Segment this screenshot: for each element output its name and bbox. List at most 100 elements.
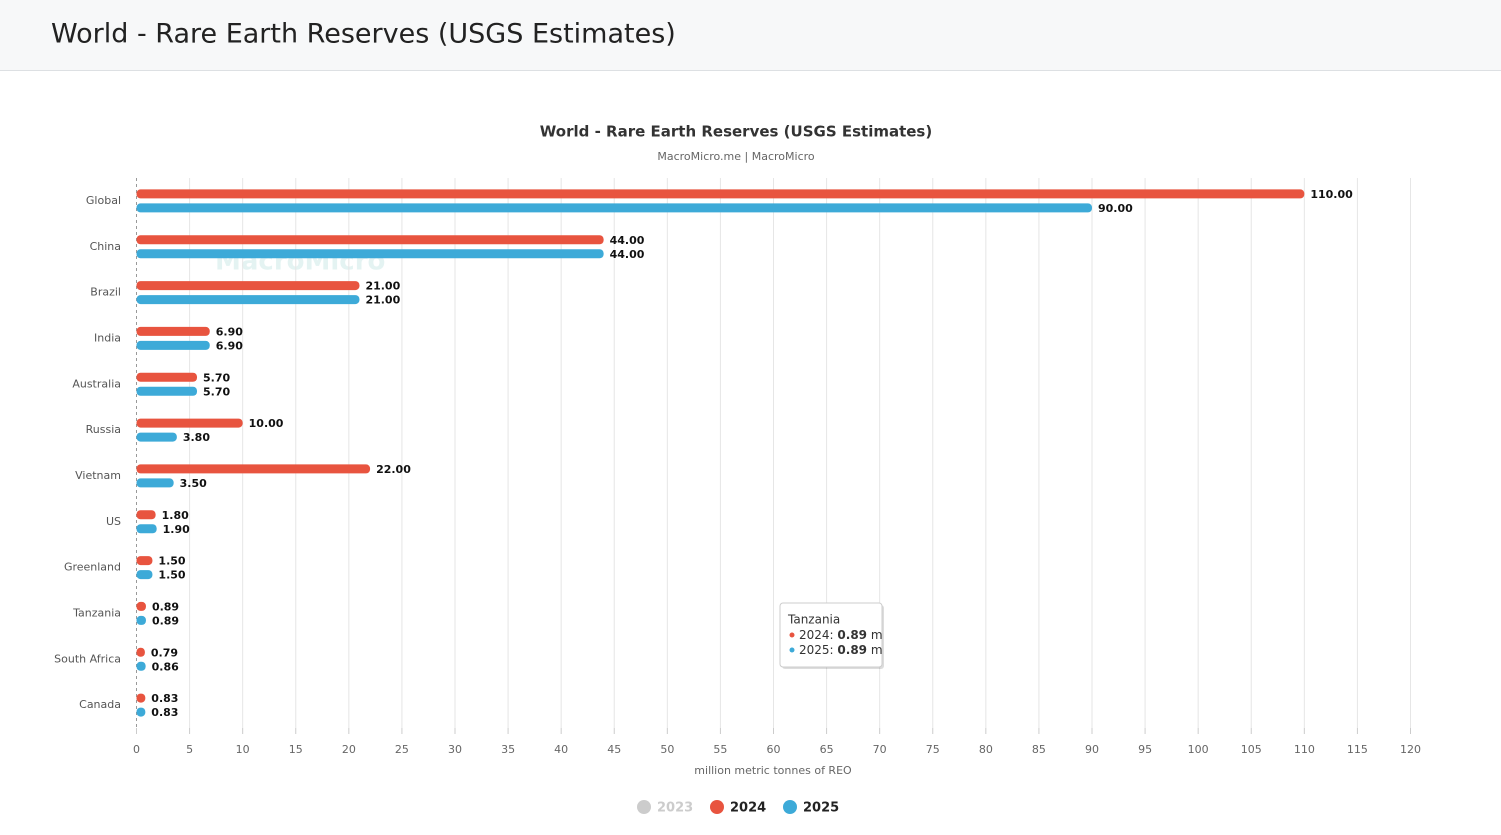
value-label: 21.00 — [365, 294, 400, 307]
bar — [136, 340, 210, 350]
value-label: 0.79 — [151, 646, 178, 659]
x-tick-label: 105 — [1241, 743, 1262, 756]
value-label: 0.83 — [151, 692, 178, 705]
bar — [136, 647, 145, 657]
value-label: 3.80 — [183, 431, 210, 444]
bar — [136, 464, 371, 474]
x-tick-label: 65 — [820, 743, 834, 756]
x-tick-label: 80 — [979, 743, 993, 756]
y-tick-label: US — [106, 515, 121, 528]
bar — [136, 478, 174, 488]
value-label: 0.86 — [152, 660, 179, 673]
y-tick-label: South Africa — [54, 652, 121, 665]
bar — [136, 556, 153, 566]
legend-item[interactable]: 2025 — [783, 800, 839, 816]
x-tick-label: 90 — [1085, 743, 1099, 756]
x-tick-label: 30 — [448, 743, 462, 756]
value-label: 0.89 — [152, 614, 179, 627]
y-tick-label: Canada — [79, 698, 121, 711]
value-label: 1.50 — [158, 569, 185, 582]
tooltip-row: 2024: 0.89 m — [799, 628, 883, 642]
tooltip-unit: m — [871, 643, 883, 657]
y-tick-label: Russia — [86, 423, 121, 436]
bar — [136, 418, 243, 428]
tooltip-row: 2025: 0.89 m — [799, 643, 883, 657]
value-label: 3.50 — [180, 477, 207, 490]
bar — [136, 203, 1092, 213]
chart-title: World - Rare Earth Reserves (USGS Estima… — [540, 123, 932, 141]
bar — [136, 189, 1305, 199]
legend-item[interactable]: 2023 — [637, 800, 693, 816]
x-tick-label: 15 — [289, 743, 303, 756]
x-tick-label: 40 — [554, 743, 568, 756]
tooltip-value: 0.89 — [837, 628, 867, 642]
bar — [136, 615, 146, 625]
value-label: 10.00 — [249, 417, 284, 430]
x-tick-label: 95 — [1138, 743, 1152, 756]
value-label: 44.00 — [610, 234, 645, 247]
x-tick-label: 50 — [660, 743, 674, 756]
page-title: World - Rare Earth Reserves (USGS Estima… — [51, 19, 676, 50]
value-label: 22.00 — [376, 463, 411, 476]
x-tick-label: 0 — [133, 743, 140, 756]
tooltip-marker — [789, 647, 795, 653]
legend-label: 2025 — [803, 801, 839, 816]
legend-marker — [710, 800, 724, 814]
value-label: 90.00 — [1098, 202, 1133, 215]
header-bar — [0, 0, 1501, 70]
x-tick-label: 35 — [501, 743, 515, 756]
bar — [136, 249, 604, 259]
tooltip-value: 0.89 — [837, 643, 867, 657]
tooltip-box — [779, 602, 883, 668]
x-tick-label: 85 — [1032, 743, 1046, 756]
bar — [136, 295, 360, 305]
value-label: 5.70 — [203, 371, 230, 384]
x-tick-label: 45 — [607, 743, 621, 756]
bar — [136, 693, 146, 703]
x-tick-label: 110 — [1294, 743, 1315, 756]
tooltip-unit: m — [871, 628, 883, 642]
bar — [136, 281, 360, 291]
y-tick-label: Greenland — [64, 561, 121, 574]
legend-marker — [783, 800, 797, 814]
bar — [136, 326, 210, 336]
tooltip-title: Tanzania — [787, 613, 840, 627]
y-tick-label: India — [94, 331, 121, 344]
bar — [136, 372, 198, 382]
x-tick-label: 55 — [713, 743, 727, 756]
value-label: 6.90 — [216, 325, 243, 338]
y-tick-label: Vietnam — [75, 469, 121, 482]
bar — [136, 235, 604, 245]
chart-subtitle: MacroMicro.me | MacroMicro — [657, 150, 815, 163]
x-tick-label: 20 — [342, 743, 356, 756]
x-axis-title: million metric tonnes of REO — [694, 764, 852, 777]
legend-label: 2024 — [730, 801, 766, 816]
x-tick-label: 25 — [395, 743, 409, 756]
x-tick-label: 115 — [1347, 743, 1368, 756]
y-tick-label: Australia — [72, 377, 121, 390]
bar — [136, 510, 156, 520]
value-label: 1.80 — [162, 509, 189, 522]
bar — [136, 570, 153, 580]
tooltip-label: 2025: — [799, 643, 834, 657]
bar — [136, 432, 177, 442]
bar — [136, 707, 146, 717]
y-tick-label: China — [90, 240, 121, 253]
value-label: 1.90 — [163, 523, 190, 536]
bar — [136, 661, 146, 671]
legend-item[interactable]: 2024 — [710, 800, 766, 816]
value-label: 44.00 — [610, 248, 645, 261]
value-label: 0.89 — [152, 600, 179, 613]
x-tick-label: 75 — [926, 743, 940, 756]
x-tick-label: 120 — [1400, 743, 1421, 756]
x-tick-label: 10 — [236, 743, 250, 756]
bar — [136, 601, 146, 611]
y-tick-label: Tanzania — [72, 606, 121, 619]
y-tick-label: Global — [86, 194, 121, 207]
tooltip-marker — [789, 632, 795, 638]
bar — [136, 386, 198, 396]
tooltip-label: 2024: — [799, 628, 834, 642]
